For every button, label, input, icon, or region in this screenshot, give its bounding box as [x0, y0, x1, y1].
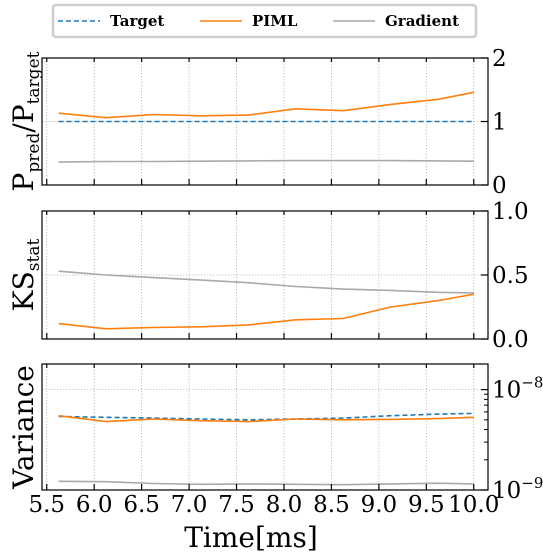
x-tick-label-2: 6.5	[123, 492, 160, 518]
x-tick-label-4: 7.5	[218, 492, 255, 518]
x-tick-label-3: 7.0	[171, 492, 208, 518]
y-tick-label-ks-0: 0.0	[492, 327, 529, 353]
y-tick-label-variance-1: 10−8	[492, 374, 543, 404]
axes-frame-variance	[41, 363, 489, 491]
y-tick-label-ratio-0: 0	[492, 173, 507, 199]
x-tick-label-9: 10.0	[448, 492, 499, 518]
panel-ks: 0.0 0.5 1.0 KSstat	[7, 199, 529, 353]
x-tick-label-6: 8.5	[313, 492, 350, 518]
x-tick-label-8: 9.5	[408, 492, 445, 518]
y-tick-label-variance-0: 10−9	[492, 474, 543, 504]
y-axis-label-ratio: Ppred/Ptarget	[7, 51, 44, 191]
legend-label-target: Target	[110, 12, 164, 30]
series-variance-piml	[58, 414, 474, 423]
x-tick-label-1: 6.0	[76, 492, 113, 518]
legend: Target PIML Gradient	[51, 3, 478, 39]
x-tick-label-5: 8.0	[266, 492, 303, 518]
y-tick-label-ratio-2: 2	[492, 46, 507, 72]
y-axis-label-ks: KSstat	[7, 239, 44, 312]
series-ks-gradient	[58, 270, 474, 294]
panels: 0 1 2 Ppred/Ptarget 0.0 0.5 1.0 KSstat 10−9 10−8 V…	[7, 46, 543, 518]
legend-label-gradient: Gradient	[385, 12, 459, 30]
x-tick-label-0: 5.5	[28, 492, 65, 518]
legend-label-piml: PIML	[252, 12, 298, 30]
series-ratio-piml	[58, 91, 474, 119]
y-tick-label-ks-2: 1.0	[492, 199, 529, 225]
series-variance-gradient	[58, 480, 474, 486]
panel-ratio: 0 1 2 Ppred/Ptarget	[7, 46, 507, 199]
x-axis-label-group: Time[ms]	[184, 521, 318, 554]
x-axis-label: Time[ms]	[184, 521, 318, 554]
y-tick-label-ks-1: 0.5	[492, 263, 529, 289]
legend-frame	[51, 3, 478, 39]
series-variance-target	[58, 412, 474, 421]
x-tick-label-7: 9.0	[361, 492, 398, 518]
series-ks-piml	[58, 293, 474, 330]
y-tick-label-ratio-1: 1	[492, 110, 507, 136]
series-ratio-gradient	[58, 159, 474, 163]
y-axis-label-variance: Variance	[7, 365, 40, 490]
